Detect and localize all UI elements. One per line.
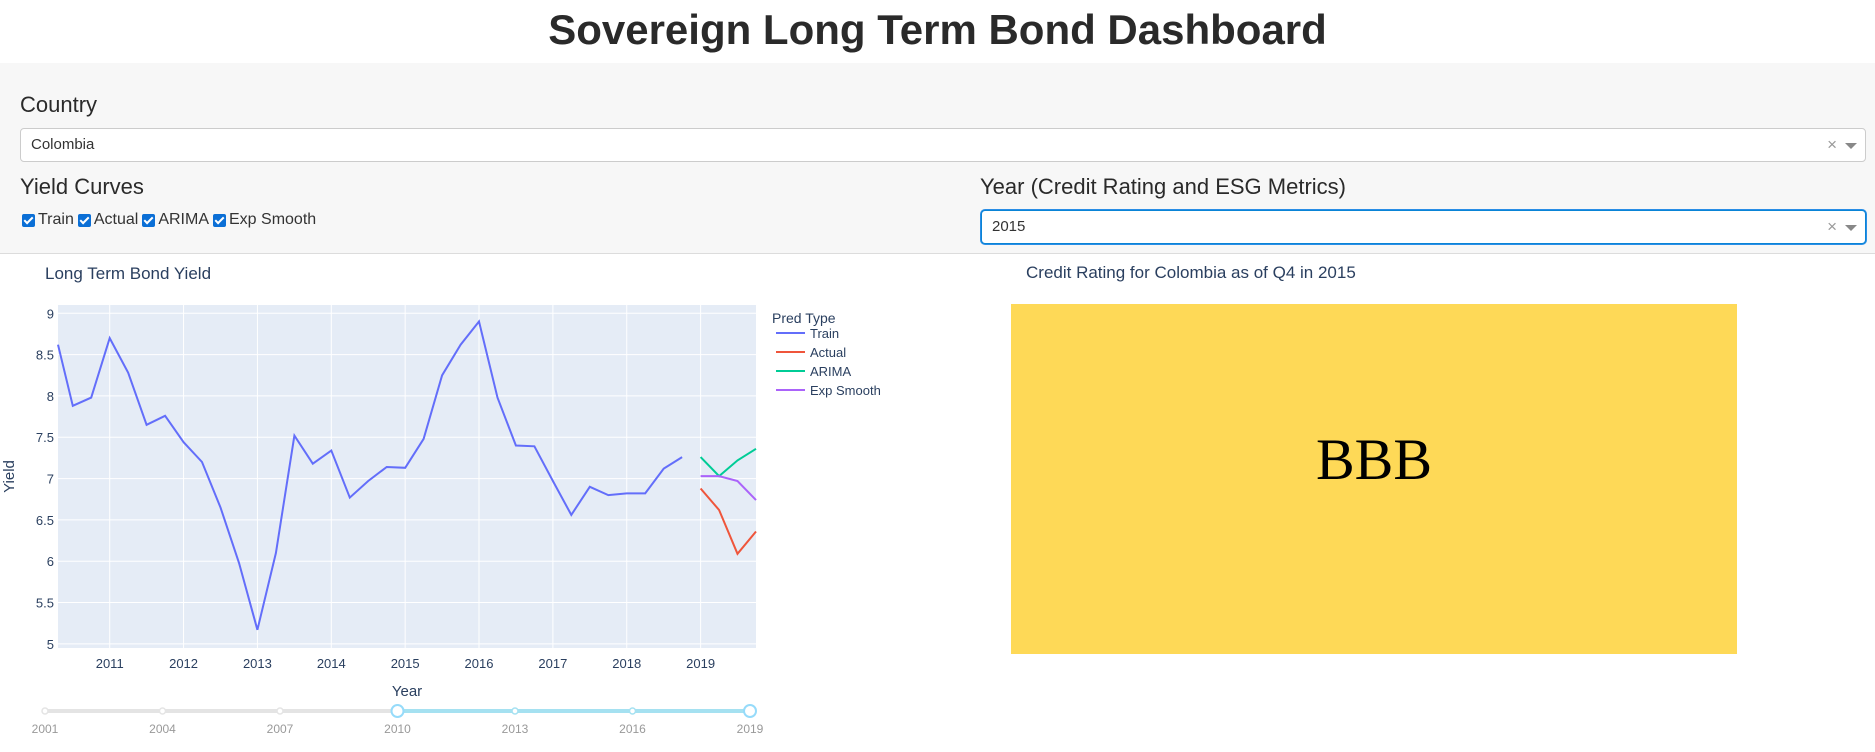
y-tick-label: 7 bbox=[47, 472, 54, 487]
slider-mark bbox=[276, 707, 284, 715]
y-tick-label: 5 bbox=[47, 637, 54, 652]
x-axis: 2011 2012 2013 2014 2015 2016 2017 2018 2019 bbox=[96, 656, 715, 671]
rating-card bbox=[1011, 304, 1737, 654]
slider-label: 2007 bbox=[267, 722, 294, 736]
legend-item[interactable]: Actual bbox=[810, 345, 846, 360]
x-tick-label: 2015 bbox=[391, 656, 420, 671]
slider-label: 2010 bbox=[384, 722, 411, 736]
x-tick-label: 2018 bbox=[612, 656, 641, 671]
country-dropdown[interactable]: Colombia × bbox=[20, 128, 1866, 162]
y-tick-label: 6 bbox=[47, 554, 54, 569]
x-tick-label: 2011 bbox=[96, 656, 124, 671]
yield-chart: Long Term Bond Yield 5 5.5 6 6.5 7 7.5 8 8.5 9 2… bbox=[1, 264, 881, 736]
checkbox-exp-smooth[interactable]: Exp Smooth bbox=[213, 211, 316, 229]
controls-panel: Country Colombia × Yield Curves Train Ac… bbox=[0, 63, 1875, 254]
y-tick-label: 8.5 bbox=[36, 348, 54, 363]
y-tick-label: 8 bbox=[47, 389, 54, 404]
slider-label: 2019 bbox=[737, 722, 764, 736]
legend-item[interactable]: Train bbox=[810, 326, 839, 341]
x-tick-label: 2014 bbox=[317, 656, 346, 671]
chevron-down-icon[interactable] bbox=[1845, 225, 1857, 231]
x-tick-label: 2016 bbox=[465, 656, 494, 671]
checkbox-label: Actual bbox=[93, 211, 139, 228]
legend-item[interactable]: Exp Smooth bbox=[810, 383, 881, 398]
year-range-slider[interactable]: 2001 2004 2007 2010 2013 2016 2019 bbox=[32, 704, 764, 736]
plot-area bbox=[58, 305, 756, 648]
clear-icon[interactable]: × bbox=[1827, 135, 1837, 154]
y-tick-label: 7.5 bbox=[36, 430, 54, 445]
slider-handle[interactable] bbox=[743, 704, 757, 718]
year-value: 2015 bbox=[992, 218, 1026, 235]
year-label: Year (Credit Rating and ESG Metrics) bbox=[980, 174, 1346, 199]
page-title: Sovereign Long Term Bond Dashboard bbox=[548, 6, 1327, 53]
slider-handle[interactable] bbox=[390, 704, 405, 718]
legend: Pred Type Train Actual ARIMA Exp Smooth bbox=[772, 310, 881, 398]
x-tick-label: 2017 bbox=[538, 656, 567, 671]
x-tick-label: 2019 bbox=[686, 656, 715, 671]
slider-label: 2001 bbox=[32, 722, 59, 736]
series-lines bbox=[57, 319, 757, 631]
y-axis: 5 5.5 6 6.5 7 7.5 8 8.5 9 bbox=[36, 306, 54, 652]
checkbox-icon[interactable] bbox=[213, 213, 226, 227]
series-line-exp-smooth bbox=[700, 475, 757, 501]
y-tick-label: 9 bbox=[47, 306, 54, 321]
slider-label: 2016 bbox=[619, 722, 646, 736]
rating-title: Credit Rating for Colombia as of Q4 in 2… bbox=[1026, 263, 1356, 282]
slider-label: 2004 bbox=[149, 722, 176, 736]
checkbox-icon[interactable] bbox=[77, 213, 91, 227]
yield-curves-label: Yield Curves bbox=[20, 174, 144, 199]
checkbox-icon[interactable] bbox=[142, 213, 156, 227]
checkbox-label: Train bbox=[38, 211, 74, 228]
slider-mark bbox=[628, 707, 637, 715]
rating-value: BBB bbox=[1316, 427, 1432, 492]
rating-panel: Credit Rating for Colombia as of Q4 in 2… bbox=[1011, 263, 1737, 654]
series-line-train bbox=[57, 319, 683, 631]
checkbox-actual[interactable]: Actual bbox=[77, 211, 139, 229]
checkbox-label: ARIMA bbox=[158, 211, 209, 228]
checkbox-train[interactable]: Train bbox=[22, 211, 74, 229]
series-line-actual bbox=[699, 487, 757, 556]
chevron-down-icon[interactable] bbox=[1845, 143, 1857, 149]
x-axis-label: Year bbox=[392, 683, 422, 700]
legend-item[interactable]: ARIMA bbox=[810, 364, 852, 379]
checkbox-icon[interactable] bbox=[22, 213, 35, 227]
series-line-arima bbox=[699, 447, 757, 478]
legend-title: Pred Type bbox=[772, 310, 836, 326]
checkbox-label: Exp Smooth bbox=[229, 211, 317, 228]
yield-curves-checklist: Train Actual ARIMA Exp Smooth bbox=[22, 211, 320, 229]
country-label: Country bbox=[20, 92, 98, 117]
x-tick-label: 2013 bbox=[243, 656, 272, 671]
y-axis-label: Yield bbox=[1, 460, 18, 493]
year-dropdown[interactable]: 2015 × bbox=[981, 210, 1866, 244]
clear-icon[interactable]: × bbox=[1827, 217, 1837, 236]
slider-mark bbox=[158, 707, 167, 715]
slider-mark bbox=[511, 707, 519, 715]
x-tick-label: 2012 bbox=[169, 656, 198, 671]
y-tick-label: 6.5 bbox=[36, 513, 54, 528]
slider-label: 2013 bbox=[502, 722, 529, 736]
country-value: Colombia bbox=[31, 136, 95, 153]
slider-mark bbox=[41, 707, 49, 715]
y-tick-label: 5.5 bbox=[36, 596, 54, 611]
checkbox-arima[interactable]: ARIMA bbox=[142, 211, 209, 229]
chart-title: Long Term Bond Yield bbox=[45, 264, 211, 283]
